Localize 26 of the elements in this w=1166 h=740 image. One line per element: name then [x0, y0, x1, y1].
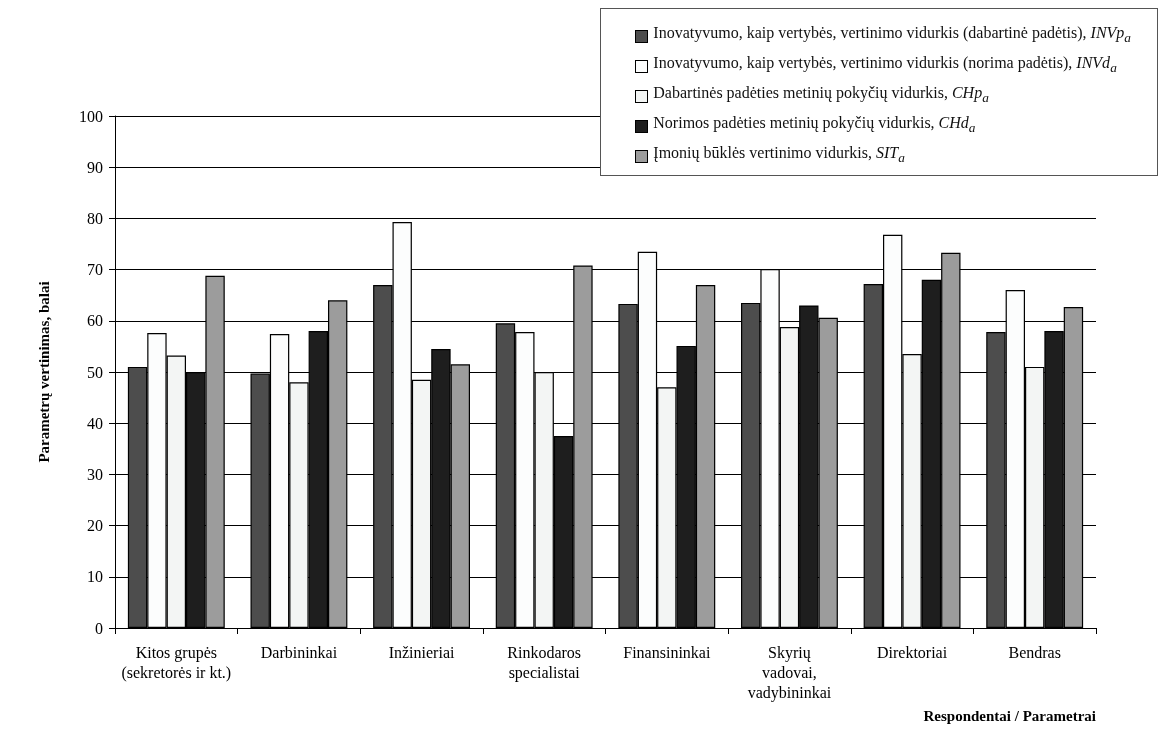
y-tick-label: 50 — [87, 363, 103, 381]
y-tick-label: 90 — [87, 158, 103, 176]
legend-label: Inovatyvumo, kaip vertybės, vertinimo vidurkis (dabartinė padėtis), INVp$_{a}$ — [653, 23, 1131, 48]
x-tick-label: Direktoriai — [876, 643, 948, 661]
x-tick-label: Bendras — [1008, 643, 1061, 661]
y-tick-label: 100 — [79, 107, 103, 125]
y-tick-label: 40 — [87, 414, 103, 432]
y-tick-label: 20 — [87, 517, 103, 535]
y-tick-label: 70 — [87, 261, 103, 279]
legend-label: Norimos padėties metinių pokyčių vidurkis, CHd$_{a}$ — [653, 113, 976, 138]
x-tick-label: Darbininkai — [260, 643, 338, 661]
x-tick-label: Skyrių vadovai, vadybininkai — [747, 643, 832, 702]
x-axis-title: Respondentai / Parametrai — [923, 707, 1096, 724]
y-tick-label: 80 — [87, 209, 103, 227]
legend-label: Įmonių būklės vertinimo vidurkis, SIT$_{a}$ — [653, 143, 905, 168]
y-tick-label: 60 — [87, 312, 103, 330]
y-tick-label: 0 — [95, 619, 103, 637]
x-tick-label: Kitos grupės (sekretorės ir kt.) — [121, 643, 232, 682]
y-tick-label: 10 — [87, 568, 103, 586]
legend-label: Dabartinės padėties metinių pokyčių vidurkis, CHp$_{a}$ — [653, 83, 989, 108]
x-tick-label: Inžinieriai — [388, 643, 455, 661]
y-tick-label: 30 — [87, 465, 103, 483]
legend-label: Inovatyvumo, kaip vertybės, vertinimo vidurkis (norima padėtis), INVd$_{a}$ — [653, 53, 1117, 78]
y-axis-title: Parametrų vertinimas, balai — [35, 281, 52, 463]
x-tick-label: Finansininkai — [623, 643, 711, 661]
x-tick-label: Rinkodaros specialistai — [507, 643, 582, 682]
